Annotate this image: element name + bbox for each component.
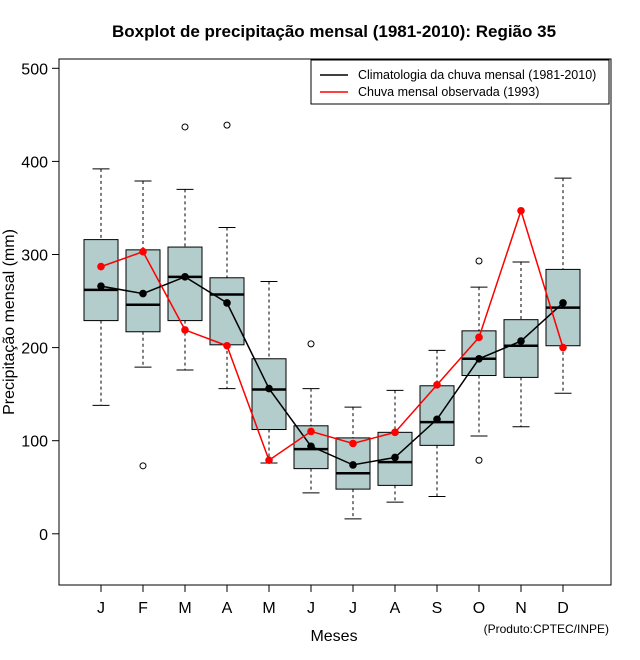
series-point-1-3 xyxy=(223,341,231,350)
y-tick-label-400: 400 xyxy=(21,154,48,171)
credit-text: (Produto:CPTEC/INPE) xyxy=(484,622,609,636)
y-tick-label-500: 500 xyxy=(21,61,48,78)
series-point-1-2 xyxy=(181,326,189,334)
series-lines-group xyxy=(97,206,567,469)
series-point-1-1 xyxy=(139,247,147,256)
x-tick-label-2: M xyxy=(178,600,191,617)
plot-frame xyxy=(58,58,612,586)
x-tick-label-4: M xyxy=(262,600,275,617)
series-point-0-7 xyxy=(391,453,399,462)
series-line-1 xyxy=(100,208,564,462)
series-point-1-6 xyxy=(349,439,357,448)
series-point-0-4 xyxy=(265,384,273,393)
y-axis: 0 100 200 300 400 500 xyxy=(21,61,59,544)
y-tick-label-100: 100 xyxy=(21,434,48,451)
y-axis-label: Precipitação mensal (mm) xyxy=(1,229,18,415)
series-point-0-6 xyxy=(349,461,357,469)
series-point-1-0 xyxy=(97,262,105,271)
series-point-1-8 xyxy=(433,381,441,389)
boxes-group xyxy=(83,121,581,520)
series-point-1-4 xyxy=(265,456,273,465)
box-0 xyxy=(83,239,119,322)
box-4 xyxy=(251,358,287,431)
x-tick-label-1: F xyxy=(138,600,148,617)
series-point-0-8 xyxy=(433,415,441,424)
box-3 xyxy=(209,277,245,346)
y-tick-label-300: 300 xyxy=(21,248,48,265)
box-10 xyxy=(503,319,539,378)
x-tick-label-0: J xyxy=(97,600,105,617)
x-tick-label-10: N xyxy=(515,600,527,617)
x-tick-label-8: S xyxy=(432,600,443,617)
x-tick-label-7: A xyxy=(390,600,401,617)
series-point-0-3 xyxy=(223,299,231,307)
box-outlier-5-0 xyxy=(307,340,315,348)
series-point-0-2 xyxy=(181,273,189,281)
legend-label-climatology: Climatologia da chuva mensal (1981-2010) xyxy=(358,68,596,82)
chart-title: Boxplot de precipitação mensal (1981-201… xyxy=(112,22,556,41)
x-tick-label-5: J xyxy=(307,600,315,617)
x-tick-label-6: J xyxy=(349,600,357,617)
legend-label-observed: Chuva mensal observada (1993) xyxy=(358,85,539,99)
series-point-0-10 xyxy=(517,337,525,345)
legend-box xyxy=(310,59,610,105)
y-tick-label-200: 200 xyxy=(21,341,48,358)
y-tick-label-0: 0 xyxy=(39,527,48,544)
series-point-0-11 xyxy=(559,299,567,307)
series-point-0-5 xyxy=(307,442,315,451)
x-tick-label-3: A xyxy=(222,600,233,617)
box-outlier-9-0 xyxy=(475,456,483,464)
series-point-1-11 xyxy=(559,343,567,352)
x-tick-label-9: O xyxy=(473,600,485,617)
series-line-0 xyxy=(100,276,564,466)
series-point-1-9 xyxy=(475,333,483,342)
legend: Climatologia da chuva mensal (1981-2010)… xyxy=(310,59,610,105)
box-outlier-9-1 xyxy=(475,257,483,265)
series-point-1-10 xyxy=(517,206,525,215)
series-point-0-9 xyxy=(475,354,483,363)
series-point-1-7 xyxy=(391,428,399,437)
x-tick-label-11: D xyxy=(557,600,569,617)
box-outlier-2-0 xyxy=(181,123,189,131)
series-point-0-1 xyxy=(139,289,147,298)
x-axis-label: Meses xyxy=(310,628,357,645)
series-point-1-5 xyxy=(307,427,315,436)
box-outlier-1-0 xyxy=(139,462,147,470)
box-outlier-3-0 xyxy=(223,121,231,129)
series-point-0-0 xyxy=(97,282,105,290)
